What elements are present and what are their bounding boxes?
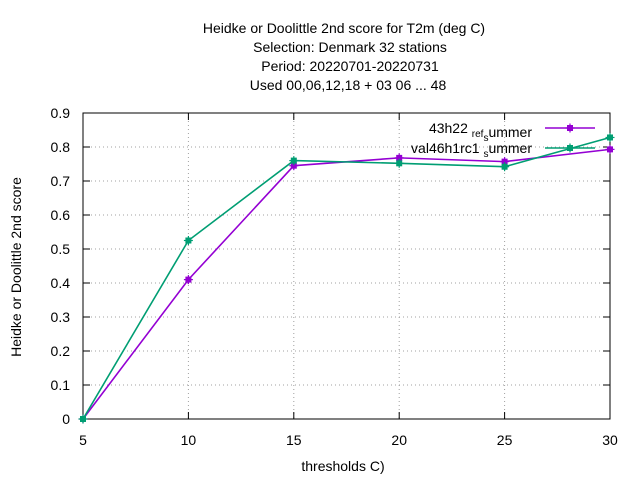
x-tick-label: 5 <box>79 432 87 448</box>
title-line-2: Selection: Denmark 32 stations <box>253 39 447 55</box>
y-tick-label: 0.5 <box>51 241 71 257</box>
chart-title: Heidke or Doolittle 2nd score for T2m (d… <box>203 20 485 93</box>
x-tick-label: 30 <box>602 432 618 448</box>
x-tick-label: 25 <box>497 432 513 448</box>
series-point <box>605 132 615 142</box>
tick-labels: 0 0.1 0.2 0.3 0.4 0.5 0.6 0.7 0.8 0.9 5 10 15 20 25 30 <box>51 105 618 448</box>
legend-item: 43h22 refsummer <box>429 120 595 144</box>
series-point <box>183 236 193 245</box>
legend-label: 43h22 refsummer <box>429 120 532 144</box>
title-line-4: Used 00,06,12,18 + 03 06 ... 48 <box>250 77 447 93</box>
y-tick-label: 0.2 <box>51 343 71 359</box>
grid-lines <box>83 113 610 419</box>
y-tick-label: 0.8 <box>51 139 71 155</box>
legend-marker <box>565 143 575 153</box>
y-tick-label: 0.4 <box>51 275 71 291</box>
legend-label: val46h1rc1 summer <box>411 140 532 160</box>
plot-frame <box>82 112 611 420</box>
legend-marker <box>565 123 575 133</box>
series-point <box>500 162 510 172</box>
legend-item: val46h1rc1 summer <box>411 140 595 160</box>
x-axis-label: thresholds C) <box>301 458 384 474</box>
y-tick-label: 0.1 <box>51 377 71 393</box>
series-point <box>289 156 299 166</box>
y-tick-label: 0.3 <box>51 309 71 325</box>
x-tick-label: 20 <box>391 432 407 448</box>
series-group <box>78 132 615 424</box>
title-line-3: Period: 20220701-20220731 <box>261 58 439 74</box>
series-point <box>605 144 615 154</box>
series-point <box>183 275 193 285</box>
series-point <box>394 158 404 168</box>
y-axis-label: Heidke or Doolittle 2nd score <box>8 177 24 357</box>
series-point <box>78 414 88 424</box>
y-tick-label: 0.7 <box>51 173 71 189</box>
x-tick-label: 15 <box>286 432 302 448</box>
x-tick-label: 10 <box>181 432 197 448</box>
title-line-1: Heidke or Doolittle 2nd score for T2m (d… <box>203 20 485 36</box>
y-tick-label: 0 <box>62 411 70 427</box>
y-tick-label: 0.6 <box>51 207 71 223</box>
series-line <box>82 136 611 420</box>
y-tick-label: 0.9 <box>51 105 71 121</box>
